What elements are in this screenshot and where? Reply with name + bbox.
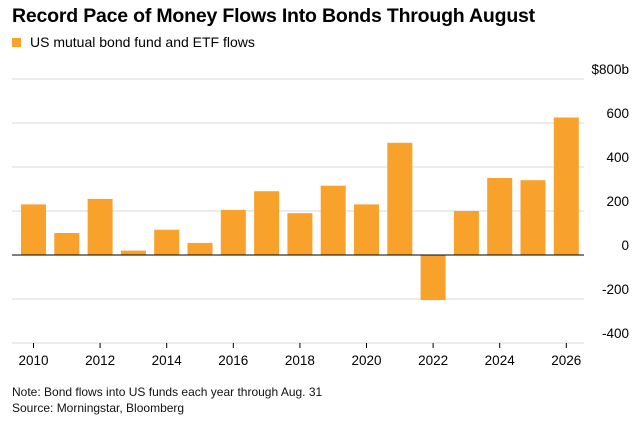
bar-2013 [120,250,146,255]
bar-2010 [21,204,46,255]
x-tick-label: 2024 [485,353,516,368]
x-tick-label: 2018 [285,353,315,368]
chart-source: Source: Morningstar, Bloomberg [12,401,185,415]
y-tick-label: 600 [606,106,629,121]
bar-2015 [187,242,213,255]
legend-label: US mutual bond fund and ETF flows [30,34,255,50]
bar-2018 [287,213,313,255]
x-tick-label: 2014 [152,353,183,368]
x-tick-label: 2020 [351,353,381,368]
bar-2026 [553,117,579,255]
bar-2019 [320,185,346,255]
bar-2024 [487,178,513,255]
y-tick-label: 200 [606,194,629,209]
x-tick-label: 2012 [85,353,115,368]
y-tick-label: 400 [606,150,629,165]
y-tick-label: -400 [602,326,629,341]
bar-2022 [420,255,446,301]
y-tick-label: $800b [591,62,629,77]
legend: US mutual bond fund and ETF flows [12,34,255,50]
y-tick-label: -200 [602,282,629,297]
bar-2014 [154,229,180,255]
chart-note: Note: Bond flows into US funds each year… [12,385,323,399]
chart-notes: Note: Bond flows into US funds each year… [12,384,322,416]
bar-2025 [520,180,546,255]
y-tick-label: 0 [621,238,629,253]
bar-2016 [220,209,246,255]
bar-2023 [453,211,479,255]
x-tick-label: 2026 [551,353,581,368]
x-tick-label: 2016 [218,353,248,368]
bar-2012 [87,198,113,255]
bar-2020 [354,204,379,255]
bar-2017 [254,191,280,255]
bar-2011 [54,233,80,255]
bar-2021 [387,142,413,255]
chart-title: Record Pace of Money Flows Into Bonds Th… [12,5,535,27]
x-tick-label: 2022 [418,353,448,368]
legend-swatch [12,37,21,47]
x-tick-label: 2010 [18,353,48,368]
